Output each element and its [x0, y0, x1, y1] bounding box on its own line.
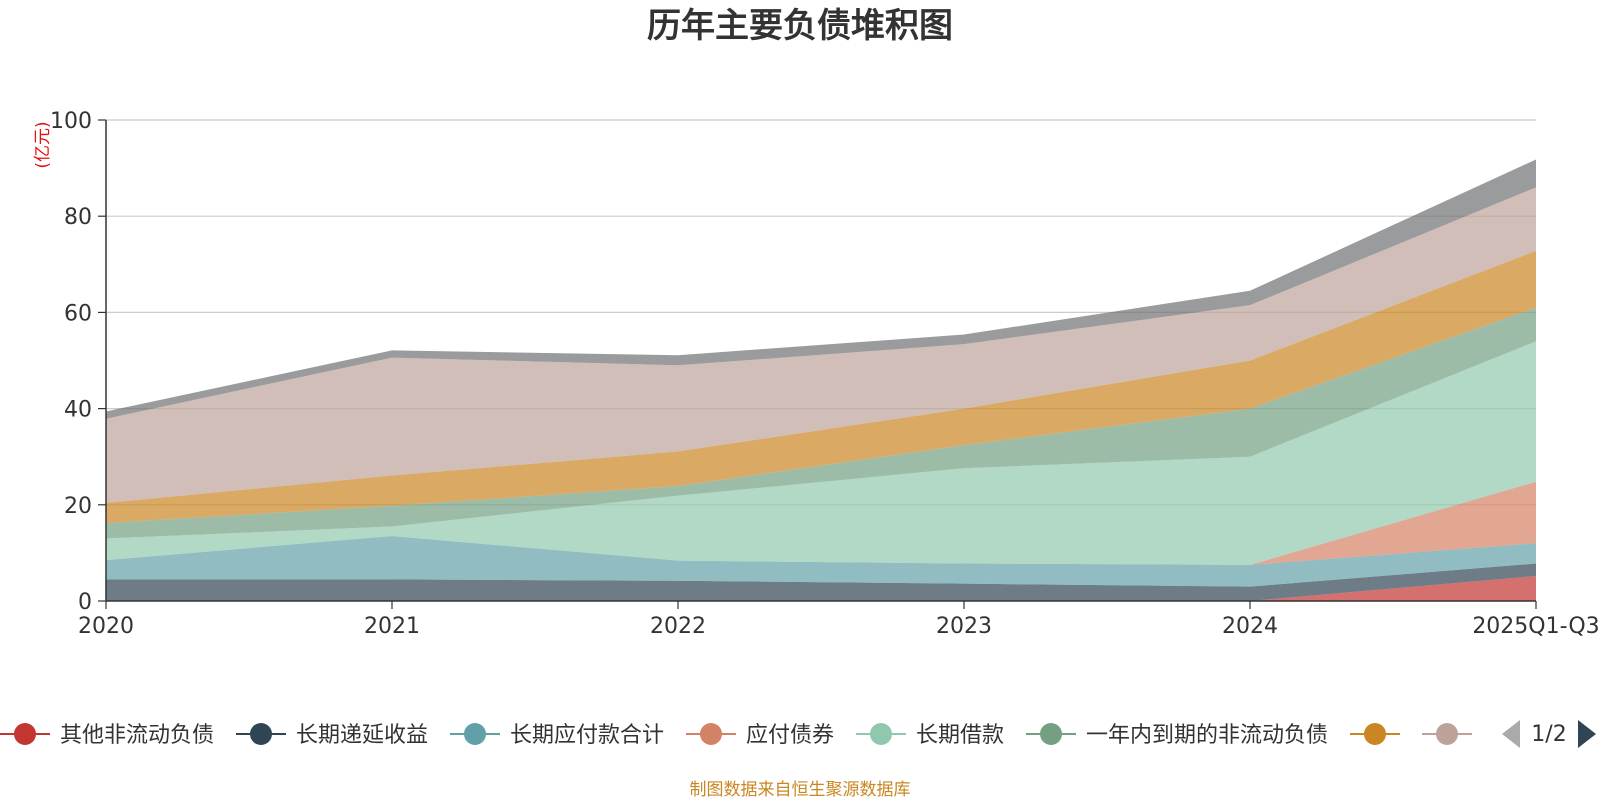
- legend-prev-icon[interactable]: [1502, 720, 1520, 748]
- area-series-4[interactable]: [106, 341, 1536, 565]
- y-tick-label: 0: [78, 590, 92, 615]
- legend-next-icon[interactable]: [1578, 720, 1596, 748]
- source-note: 制图数据来自恒生聚源数据库: [690, 780, 911, 800]
- x-tick-label: 2020: [78, 614, 134, 639]
- legend: 其他非流动负债 长期递延收益 长期应付款合计 应付债券 长期借款 一年内到期的非流动负债: [0, 723, 1472, 748]
- y-tick-label: 100: [50, 109, 92, 134]
- x-tick-label: 2023: [936, 614, 992, 639]
- legend-label: 长期借款: [916, 723, 1004, 748]
- y-axis-unit: (亿元): [33, 121, 53, 168]
- legend-item-7[interactable]: [1422, 723, 1472, 745]
- area-series-8[interactable]: [106, 159, 1536, 419]
- area-series-0[interactable]: [106, 575, 1536, 601]
- x-tick-label: 2022: [650, 614, 706, 639]
- legend-marker-icon: [14, 723, 36, 745]
- y-tick-label: 80: [64, 205, 92, 230]
- y-tick-labels: 0 20 40 60 80 100: [50, 109, 92, 615]
- legend-item-5[interactable]: 一年内到期的非流动负债: [1026, 723, 1328, 748]
- legend-marker-icon: [464, 723, 486, 745]
- legend-page-indicator: 1/2: [1531, 722, 1566, 747]
- legend-marker-icon: [1436, 723, 1458, 745]
- x-tick-label: 2021: [364, 614, 420, 639]
- legend-label: 长期递延收益: [296, 723, 428, 748]
- y-tick-label: 20: [64, 494, 92, 519]
- y-tick-label: 60: [64, 301, 92, 326]
- legend-marker-icon: [870, 723, 892, 745]
- legend-pager: 1/2: [1502, 720, 1596, 748]
- legend-label: 一年内到期的非流动负债: [1086, 723, 1328, 748]
- legend-marker-icon: [700, 723, 722, 745]
- area-series-7[interactable]: [106, 187, 1536, 503]
- stacked-areas: [106, 159, 1536, 601]
- area-series-1[interactable]: [106, 563, 1536, 601]
- legend-marker-icon: [250, 723, 272, 745]
- legend-item-2[interactable]: 长期应付款合计: [450, 723, 664, 748]
- x-tick-label: 2024: [1222, 614, 1278, 639]
- axes: [105, 120, 1536, 602]
- area-series-2[interactable]: [106, 536, 1536, 587]
- legend-item-0[interactable]: 其他非流动负债: [0, 723, 214, 748]
- legend-item-1[interactable]: 长期递延收益: [236, 723, 428, 748]
- legend-item-4[interactable]: 长期借款: [856, 723, 1004, 748]
- area-series-6[interactable]: [106, 250, 1536, 524]
- legend-label: 应付债券: [746, 723, 834, 748]
- legend-item-3[interactable]: 应付债券: [686, 723, 834, 748]
- legend-label: 长期应付款合计: [510, 723, 664, 748]
- legend-marker-icon: [1040, 723, 1062, 745]
- x-tick-label: 2025Q1-Q3: [1472, 614, 1599, 639]
- legend-item-6[interactable]: [1350, 723, 1400, 745]
- y-tick-label: 40: [64, 398, 92, 423]
- area-series-5[interactable]: [106, 307, 1536, 539]
- legend-marker-icon: [1364, 723, 1386, 745]
- x-tick-labels: 2020 2021 2022 2023 2024 2025Q1-Q3: [78, 614, 1600, 639]
- legend-label: 其他非流动负债: [60, 723, 214, 748]
- chart-title: 历年主要负债堆积图: [647, 6, 953, 46]
